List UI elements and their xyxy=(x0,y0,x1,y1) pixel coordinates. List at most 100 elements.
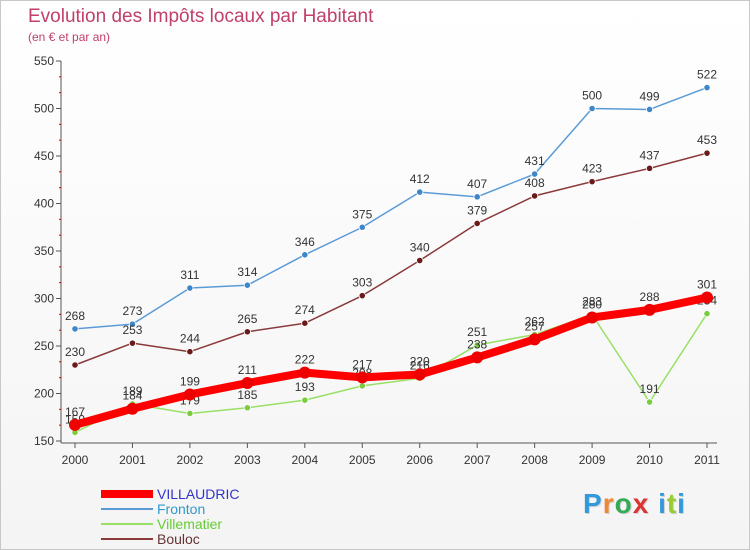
y-tick-label: 300 xyxy=(34,292,54,306)
data-point-bouloc xyxy=(473,219,481,228)
data-label-villaudric: 220 xyxy=(410,355,430,369)
y-tick-label: 400 xyxy=(34,197,54,211)
data-point-fronton xyxy=(416,188,424,196)
data-point-fronton xyxy=(186,284,194,292)
data-label-bouloc: 253 xyxy=(122,323,142,337)
data-label-fronton: 407 xyxy=(467,177,487,191)
data-point-fronton xyxy=(645,105,654,114)
y-tick-label: 200 xyxy=(34,387,54,401)
data-label-villaudric: 211 xyxy=(238,363,257,377)
series-line-villaudric xyxy=(71,293,711,429)
data-point-villaudric xyxy=(183,388,196,401)
data-point-fronton xyxy=(301,251,309,259)
proxiti-logo: Prox iti xyxy=(583,488,686,519)
data-point-bouloc xyxy=(703,149,711,157)
data-point-villaudric xyxy=(643,303,656,316)
data-point-bouloc xyxy=(71,361,79,369)
data-point-bouloc xyxy=(358,292,366,300)
data-label-villaudric: 288 xyxy=(640,290,660,304)
legend-swatch xyxy=(101,490,153,498)
data-point-fronton xyxy=(358,223,366,231)
data-point-fronton xyxy=(473,193,481,201)
y-tick-label: 500 xyxy=(34,102,54,116)
x-tick-label: 2010 xyxy=(636,453,663,467)
data-point-fronton xyxy=(71,325,79,333)
data-label-fronton: 346 xyxy=(295,235,315,249)
data-point-bouloc xyxy=(645,164,654,172)
data-point-fronton xyxy=(703,84,711,92)
data-label-bouloc: 274 xyxy=(295,303,315,317)
series-line-bouloc xyxy=(74,152,708,366)
data-label-villematier: 189 xyxy=(122,384,142,398)
data-point-bouloc xyxy=(186,348,194,356)
data-label-villaudric: 199 xyxy=(180,374,200,388)
data-point-villaudric xyxy=(701,291,713,304)
x-tick-label: 2003 xyxy=(234,453,261,467)
data-point-villaudric xyxy=(528,333,541,346)
legend-label: Villematier xyxy=(157,516,223,532)
data-label-villematier: 262 xyxy=(525,315,545,329)
data-label-villematier: 283 xyxy=(582,295,602,309)
data-point-villematier xyxy=(186,409,194,418)
x-tick-label: 2004 xyxy=(291,453,318,467)
data-point-villaudric xyxy=(586,311,599,324)
y-tick-label: 150 xyxy=(34,434,54,448)
legend-swatch xyxy=(101,523,153,525)
data-point-bouloc xyxy=(301,319,309,327)
x-tick-label: 2008 xyxy=(521,453,548,467)
data-label-bouloc: 423 xyxy=(582,162,602,176)
data-point-villaudric xyxy=(69,418,81,431)
y-tick-label: 250 xyxy=(34,339,54,353)
y-tick-label: 350 xyxy=(34,244,54,258)
data-label-bouloc: 265 xyxy=(237,312,257,326)
data-point-bouloc xyxy=(128,339,137,347)
data-point-villaudric xyxy=(413,368,426,381)
legend-swatch xyxy=(101,508,153,510)
x-tick-label: 2006 xyxy=(406,453,433,467)
data-point-villematier xyxy=(703,310,711,318)
data-label-fronton: 500 xyxy=(582,89,602,103)
data-point-villematier xyxy=(358,382,366,390)
data-point-villaudric xyxy=(298,366,311,379)
data-label-villaudric: 280 xyxy=(582,298,602,312)
data-label-fronton: 273 xyxy=(122,304,142,318)
data-point-villaudric xyxy=(356,371,369,384)
data-label-bouloc: 303 xyxy=(352,276,372,290)
chart-subtitle: (en € et par an) xyxy=(28,30,111,44)
legend-label: Fronton xyxy=(157,501,206,517)
x-tick-label: 2000 xyxy=(62,453,89,467)
data-point-villaudric xyxy=(241,377,254,390)
x-tick-label: 2005 xyxy=(349,453,376,467)
data-label-bouloc: 230 xyxy=(65,345,85,359)
y-tick-label: 450 xyxy=(34,149,54,163)
chart-title: Evolution des Impôts locaux par Habitant xyxy=(28,6,374,27)
data-label-fronton: 522 xyxy=(697,68,717,82)
data-point-bouloc xyxy=(243,328,251,336)
series-line-villematier xyxy=(74,312,708,434)
data-label-villematier: 193 xyxy=(295,380,315,394)
data-point-fronton xyxy=(531,170,539,178)
data-label-fronton: 375 xyxy=(352,207,372,221)
data-point-villematier xyxy=(301,396,309,404)
data-point-villematier xyxy=(243,404,251,412)
data-label-bouloc: 408 xyxy=(525,176,545,190)
data-point-fronton xyxy=(128,320,137,328)
data-label-villematier: 185 xyxy=(237,388,257,402)
data-label-fronton: 431 xyxy=(525,154,545,168)
legend-swatch xyxy=(101,538,153,540)
x-tick-label: 2007 xyxy=(464,453,491,467)
data-point-bouloc xyxy=(416,256,424,265)
data-label-fronton: 268 xyxy=(65,309,85,323)
data-label-fronton: 499 xyxy=(640,89,660,103)
data-label-fronton: 311 xyxy=(180,268,199,282)
data-label-fronton: 314 xyxy=(237,265,257,279)
y-tick-label: 550 xyxy=(34,54,54,68)
data-label-villematier: 251 xyxy=(467,325,487,339)
x-tick-label: 2011 xyxy=(694,453,720,467)
data-label-villematier: 191 xyxy=(640,382,660,396)
data-label-bouloc: 453 xyxy=(697,133,717,147)
data-point-fronton xyxy=(588,104,596,113)
data-point-villematier xyxy=(473,341,481,349)
